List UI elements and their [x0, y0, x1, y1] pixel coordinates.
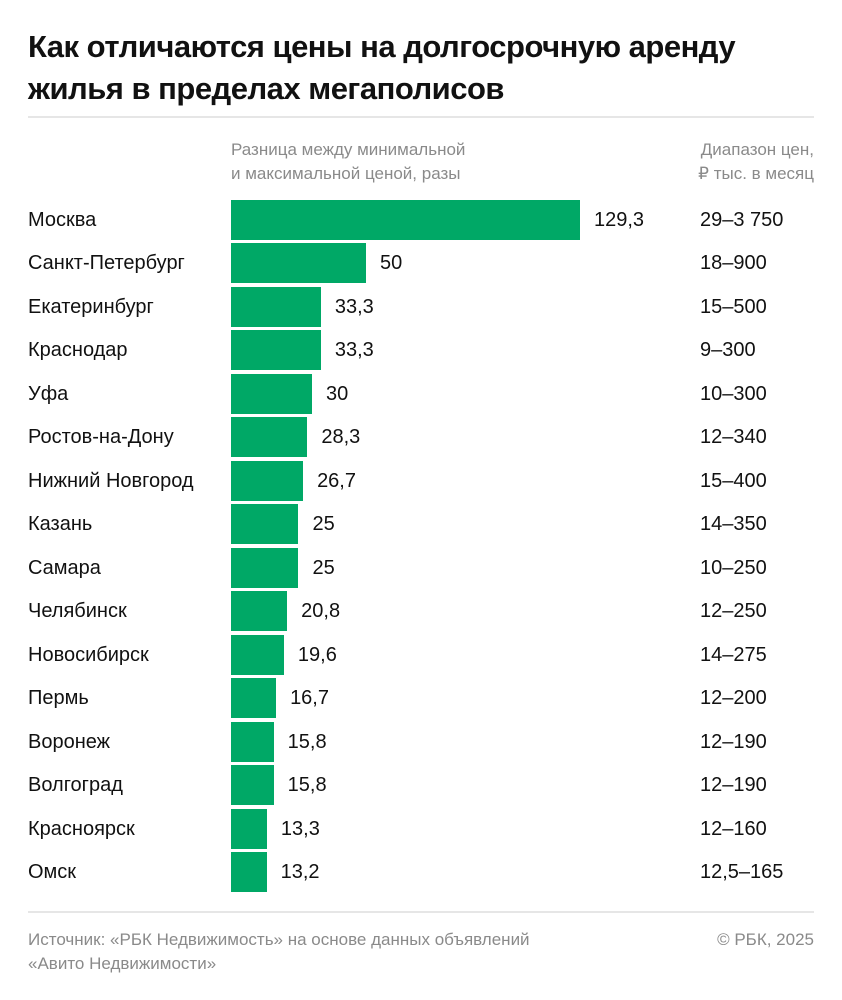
category-label: Челябинск — [28, 600, 127, 623]
bar-row: Новосибирск 19,6 14–275 — [0, 634, 842, 675]
price-range-label: 10–250 — [700, 556, 767, 579]
bar — [231, 852, 267, 893]
bar — [231, 721, 274, 762]
value-label: 25 — [312, 513, 335, 536]
bar-row: Уфа 30 10–300 — [0, 373, 842, 414]
bar-row: Челябинск 20,8 12–250 — [0, 591, 842, 632]
bar — [231, 504, 299, 545]
value-label: 129,3 — [594, 209, 645, 231]
value-label: 15,8 — [287, 774, 327, 797]
range-header-line2: ₽ тыс. в месяц — [698, 164, 814, 183]
bar-row: Екатеринбург 33,3 15–500 — [0, 286, 842, 327]
bar — [231, 286, 321, 327]
value-label: 30 — [325, 382, 349, 405]
category-label: Казань — [28, 513, 93, 536]
price-range-label: 15–400 — [700, 469, 767, 492]
category-label: Ростов-на-Дону — [28, 426, 174, 449]
price-range-label: 18–900 — [700, 252, 767, 275]
bar — [231, 547, 299, 588]
category-label: Москва — [28, 209, 97, 231]
bar — [231, 243, 366, 284]
price-range-label: 10–300 — [700, 382, 767, 405]
category-label: Омск — [28, 861, 77, 884]
category-label: Санкт-Петербург — [28, 252, 185, 275]
value-label: 19,6 — [297, 643, 337, 666]
price-range-label: 12,5–165 — [700, 861, 784, 884]
value-label: 26,7 — [317, 469, 356, 492]
price-range-label: 12–250 — [700, 600, 767, 623]
category-label: Новосибирск — [28, 643, 149, 666]
category-label: Краснодар — [28, 339, 128, 362]
category-label: Пермь — [28, 687, 89, 710]
value-label: 25 — [312, 556, 335, 579]
price-range-label: 12–160 — [700, 817, 767, 840]
bar-row: Санкт-Петербург 50 18–900 — [0, 243, 842, 284]
value-label: 20,8 — [301, 600, 341, 623]
ratio-header-line2: и максимальной ценой, разы — [231, 164, 461, 183]
source-note: Источник: «РБК Недвижимость» на основе д… — [28, 928, 530, 976]
price-range-label: 12–200 — [700, 687, 767, 710]
value-label: 33,3 — [334, 339, 374, 362]
bar-row: Красноярск 13,3 12–160 — [0, 808, 842, 849]
bar — [231, 330, 321, 371]
chart-title: Как отличаются цены на долгосрочную арен… — [28, 29, 736, 106]
value-label: 13,2 — [280, 861, 320, 884]
title-divider — [28, 116, 814, 118]
category-label: Красноярск — [28, 817, 135, 840]
bar — [231, 460, 304, 501]
bar — [231, 678, 277, 719]
ratio-column-header: Разница между минимальной и максимальной… — [231, 138, 465, 186]
category-label: Воронеж — [28, 730, 111, 753]
price-range-label: 12–340 — [700, 426, 767, 449]
bar-row: Воронеж 15,8 12–190 — [0, 721, 842, 762]
price-range-label: 12–190 — [700, 774, 767, 797]
bar-row: Омск 13,2 12,5–165 — [0, 852, 842, 893]
bar — [231, 373, 312, 414]
copyright: © РБК, 2025 — [717, 930, 814, 949]
bar-row: Казань 25 14–350 — [0, 504, 842, 545]
price-range-label: 15–500 — [700, 295, 767, 318]
value-label: 16,7 — [290, 687, 329, 710]
category-label: Екатеринбург — [28, 295, 154, 318]
bar — [231, 634, 284, 675]
bar-row: Пермь 16,7 12–200 — [0, 678, 842, 719]
category-label: Волгоград — [28, 774, 123, 797]
range-header-line1: Диапазон цен, — [700, 140, 814, 159]
category-label: Нижний Новгород — [28, 469, 194, 492]
value-label: 15,8 — [287, 730, 327, 753]
category-label: Самара — [28, 556, 101, 579]
value-label: 13,3 — [280, 817, 320, 840]
footer-divider — [28, 911, 814, 913]
bar-row: Нижний Новгород 26,7 15–400 — [0, 460, 842, 501]
bar — [231, 417, 308, 458]
price-range-label: 29–3 750 — [700, 209, 784, 231]
bar — [231, 808, 267, 849]
price-range-label: 12–190 — [700, 730, 767, 753]
bar-row: Москва 129,3 29–3 750 — [0, 200, 842, 240]
ratio-header-line1: Разница между минимальной — [231, 140, 466, 159]
range-column-header: Диапазон цен, ₽ тыс. в месяц — [698, 138, 814, 186]
price-range-label: 14–275 — [700, 643, 767, 666]
bar-row: Волгоград 15,8 12–190 — [0, 765, 842, 806]
category-label: Уфа — [28, 382, 69, 405]
value-label: 28,3 — [321, 426, 361, 449]
source-line1: Источник: «РБК Недвижимость» на основе д… — [28, 930, 530, 949]
value-label: 50 — [379, 252, 403, 275]
bar-row: Краснодар 33,3 9–300 — [0, 330, 842, 371]
price-range-label: 9–300 — [700, 339, 756, 362]
value-label: 33,3 — [334, 295, 374, 318]
bar — [231, 200, 580, 240]
price-range-label: 14–350 — [700, 513, 767, 536]
bar — [231, 591, 288, 632]
bar-row: Ростов-на-Дону 28,3 12–340 — [0, 417, 842, 458]
bar — [231, 765, 274, 806]
bar-row: Самара 25 10–250 — [0, 547, 842, 588]
source-line2: «Авито Недвижимости» — [28, 954, 217, 973]
